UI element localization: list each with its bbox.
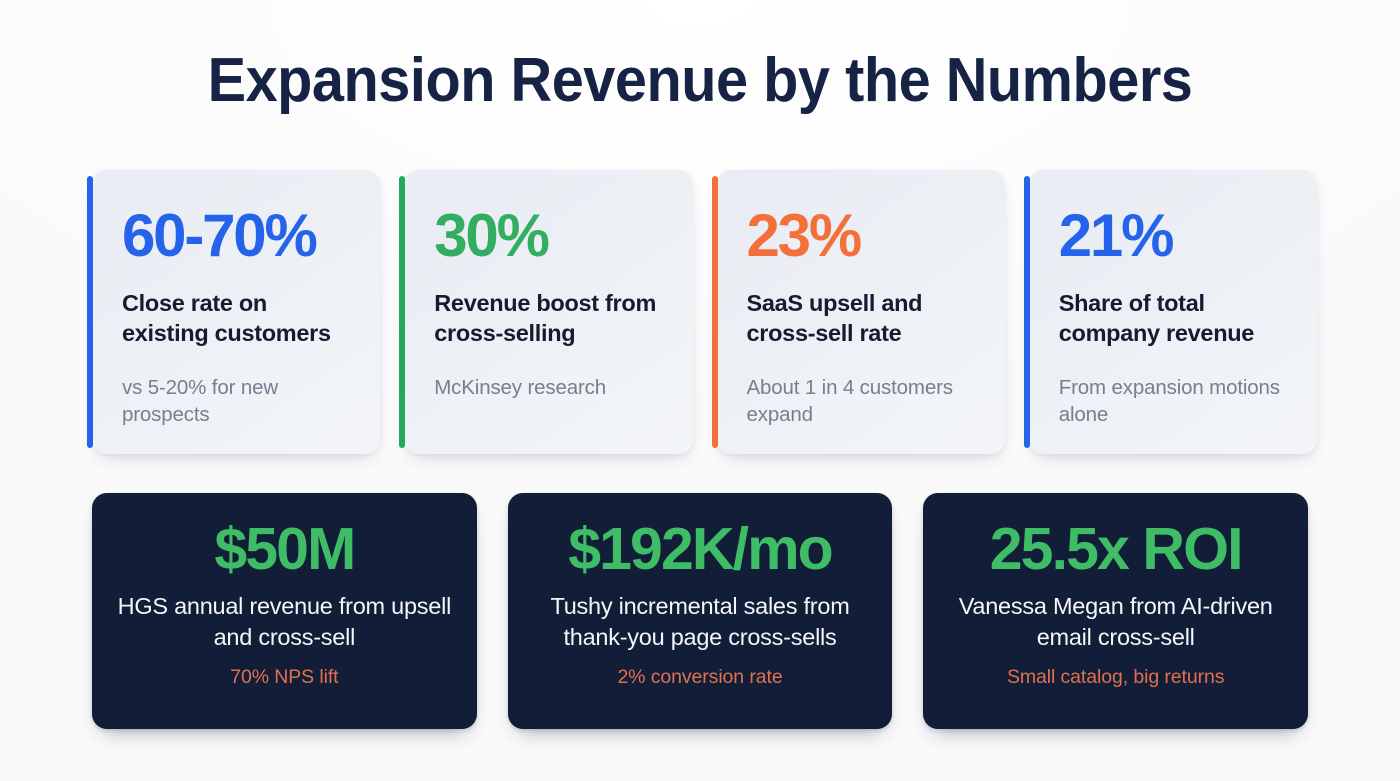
stat-sublabel: McKinsey research	[434, 376, 607, 400]
highlight-label: Vanessa Megan from AI-driven email cross…	[958, 593, 1273, 650]
highlight-card: 25.5x ROI Vanessa Megan from AI-driven e…	[923, 493, 1309, 729]
stat-label: Revenue boost from cross-selling	[434, 290, 657, 347]
stat-sublabel: vs 5-20% for new prospects	[122, 376, 278, 427]
stat-value: 60-70%	[122, 202, 318, 269]
highlight-label: Tushy incremental sales from thank-you p…	[550, 593, 850, 650]
stat-value: 30%	[434, 202, 550, 269]
stat-label: Share of total company revenue	[1058, 290, 1255, 347]
stat-card-row: 60-70% Close rate on existing customers …	[87, 170, 1317, 454]
stat-card: 21% Share of total company revenue From …	[1023, 170, 1317, 454]
card-accent-bar	[87, 176, 93, 448]
stat-card: 23% SaaS upsell and cross-sell rate Abou…	[711, 170, 1005, 454]
highlight-value: $192K/mo	[568, 516, 833, 582]
stat-card: 30% Revenue boost from cross-selling McK…	[399, 170, 693, 454]
highlight-value: 25.5x ROI	[989, 516, 1244, 582]
highlight-card: $50M HGS annual revenue from upsell and …	[92, 493, 477, 729]
stat-sublabel: From expansion motions alone	[1058, 376, 1280, 427]
stat-value: 21%	[1058, 202, 1175, 269]
highlight-value: $50M	[214, 516, 356, 582]
card-accent-bar	[1023, 176, 1030, 448]
highlight-label: HGS annual revenue from upsell and cross…	[117, 593, 452, 650]
highlight-sublabel: Small catalog, big returns	[1006, 666, 1225, 689]
stat-sublabel: About 1 in 4 customers expand	[746, 376, 954, 427]
card-accent-bar	[399, 176, 406, 448]
card-accent-bar	[711, 176, 718, 448]
highlight-sublabel: 70% NPS lift	[230, 666, 339, 689]
stat-card: 60-70% Close rate on existing customers …	[87, 170, 381, 454]
highlight-card: $192K/mo Tushy incremental sales from th…	[507, 493, 893, 729]
highlight-sublabel: 2% conversion rate	[617, 666, 783, 689]
stat-label: Close rate on existing customers	[122, 290, 331, 347]
page-title: Expansion Revenue by the Numbers	[207, 46, 1193, 115]
stat-label: SaaS upsell and cross-sell rate	[746, 290, 923, 347]
title-container: Expansion Revenue by the Numbers	[0, 48, 1400, 114]
highlight-card-row: $50M HGS annual revenue from upsell and …	[92, 493, 1309, 729]
stat-value: 23%	[746, 202, 863, 269]
